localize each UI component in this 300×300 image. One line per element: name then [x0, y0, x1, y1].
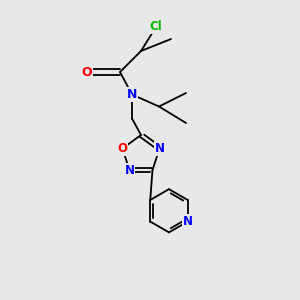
Text: N: N — [124, 164, 134, 177]
Text: O: O — [82, 65, 92, 79]
Text: Cl: Cl — [150, 20, 162, 34]
Text: N: N — [154, 142, 164, 155]
Text: O: O — [118, 142, 128, 155]
Text: N: N — [183, 215, 193, 228]
Text: N: N — [127, 88, 137, 101]
